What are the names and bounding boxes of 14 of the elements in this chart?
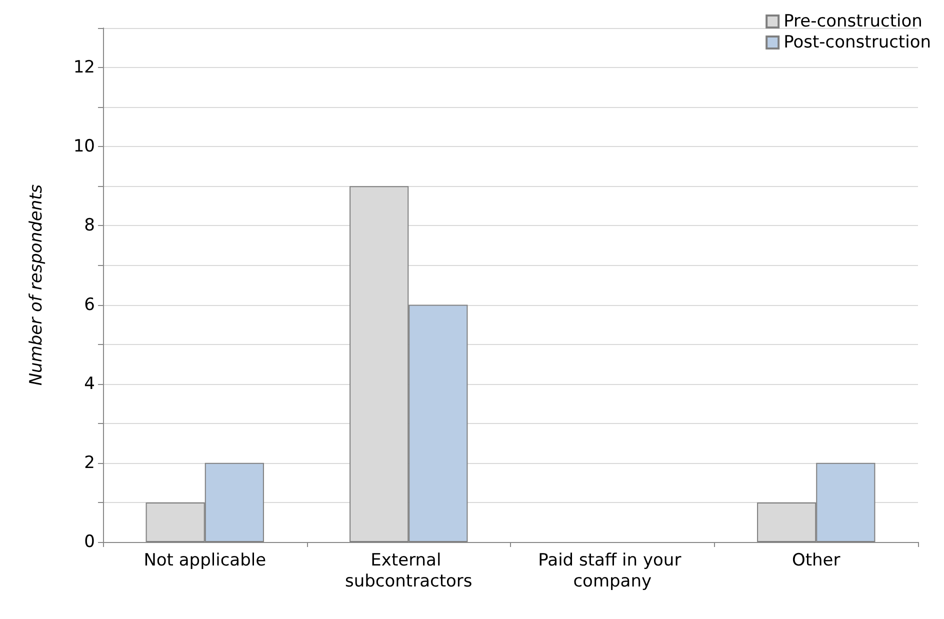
- y-tick-label: 2: [84, 452, 95, 473]
- y-axis-title: Number of respondents: [26, 184, 46, 386]
- y-tick-label: 8: [84, 216, 95, 236]
- legend-label: Post-construction: [784, 32, 931, 52]
- y-tick-label: 0: [84, 532, 95, 552]
- x-tick-label: Not applicable: [144, 550, 266, 570]
- y-tick-label: 12: [73, 58, 95, 78]
- x-tick-label: Other: [792, 550, 840, 570]
- y-tick-label: 4: [84, 374, 95, 394]
- y-tick-label: 6: [84, 294, 95, 315]
- x-tick-label: External subcontractors: [344, 550, 472, 592]
- x-tick-label: Paid staff in your company: [538, 550, 687, 592]
- legend-label: Pre-construction: [784, 12, 922, 32]
- y-tick-label: 10: [73, 136, 95, 157]
